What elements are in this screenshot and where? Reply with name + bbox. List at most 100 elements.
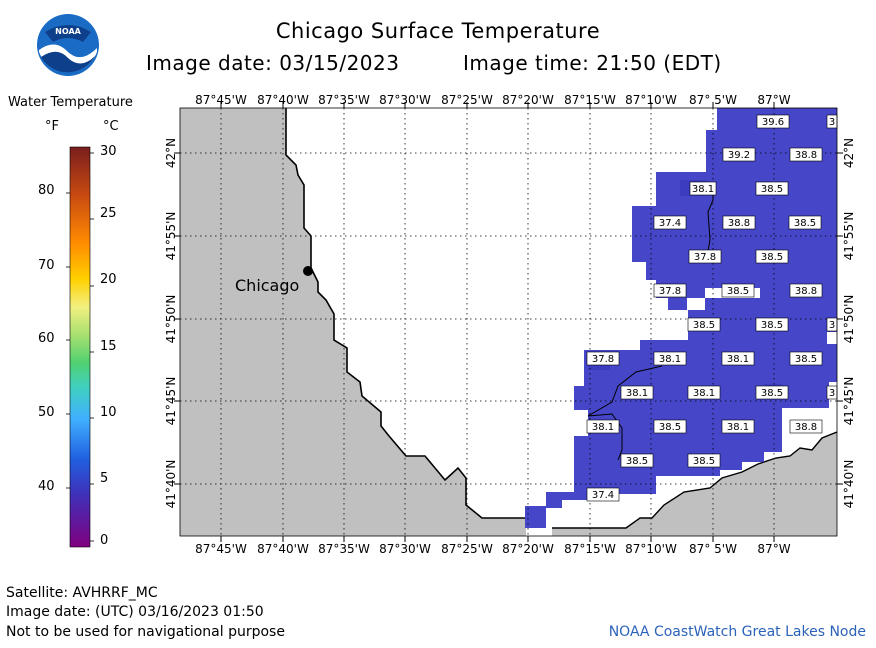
- map-label-text: 87° 5'W: [689, 542, 737, 556]
- map-label-text: 41°50'N: [164, 295, 178, 344]
- lat-labels-left: 42°N 41°55'N 41°50'N 41°45'N 41°40'N: [164, 138, 178, 509]
- temp-label: 38.5: [788, 215, 822, 230]
- map-label-text: 87°15'W: [564, 542, 616, 556]
- map-label-text: 87°45'W: [195, 93, 247, 107]
- chicago-marker: [303, 266, 313, 276]
- legend-c-5: 5: [100, 471, 109, 486]
- temp-label: 38.8: [789, 419, 823, 434]
- map-label-text: 41°40'N: [164, 460, 178, 509]
- map-label-text: 87°20'W: [502, 93, 554, 107]
- chicago-label: Chicago: [235, 276, 299, 295]
- map-label-text: 38.5: [761, 252, 783, 263]
- map-label-text: 3: [829, 388, 835, 399]
- map-label-text: 87°10'W: [625, 542, 677, 556]
- legend-f-50: 50: [38, 405, 55, 420]
- noaa-logo-text: NOAA: [55, 27, 81, 36]
- map-label-text: 38.1: [727, 422, 749, 433]
- map-label-text: 87°W: [757, 542, 790, 556]
- map-label-text: 87°40'W: [257, 93, 309, 107]
- map-label-text: 41°45'N: [164, 377, 178, 426]
- legend-f-60: 60: [38, 331, 55, 346]
- map-label-text: 42°N: [164, 138, 178, 168]
- lon-labels-bottom: 87°45'W 87°40'W 87°35'W 87°30'W 87°25'W …: [195, 542, 791, 556]
- map-label-text: 39.6: [762, 117, 784, 128]
- temp-label: 38.8: [722, 215, 756, 230]
- temp-label: 38.5: [687, 317, 721, 332]
- map-label-text: 87°20'W: [502, 542, 554, 556]
- legend-title: Water Temperature: [8, 95, 133, 110]
- lon-labels-top: 87°45'W 87°40'W 87°35'W 87°30'W 87°25'W …: [195, 93, 791, 107]
- map-label-text: 87°30'W: [379, 542, 431, 556]
- map-label-text: 38.1: [693, 388, 715, 399]
- temp-label: 39.6: [756, 114, 790, 129]
- map-label-text: 38.8: [728, 218, 750, 229]
- map-label-text: 38.8: [795, 422, 817, 433]
- legend-f-40: 40: [38, 479, 55, 494]
- temp-label: 38.5: [721, 283, 755, 298]
- map-label-text: 37.8: [592, 354, 614, 365]
- temp-label: 3: [826, 385, 838, 400]
- temp-region-north: [632, 108, 837, 310]
- legend-f-70: 70: [38, 258, 55, 273]
- map-label-text: 38.5: [693, 456, 715, 467]
- temp-label: 38.5: [653, 419, 687, 434]
- map-label-text: 87°15'W: [564, 93, 616, 107]
- map-label-text: 87°25'W: [441, 542, 493, 556]
- land-south-east: [552, 432, 837, 536]
- image-date: Image date: 03/15/2023: [146, 51, 400, 75]
- legend-c-25: 25: [100, 206, 117, 221]
- temp-label: 38.5: [755, 317, 789, 332]
- coastline-south: [552, 431, 838, 529]
- map-label-text: 38.1: [592, 422, 614, 433]
- map-label-text: 38.8: [795, 286, 817, 297]
- temp-label: 38.5: [789, 351, 823, 366]
- navigation-disclaimer: Not to be used for navigational purpose: [6, 624, 285, 640]
- temp-label: 38.5: [755, 385, 789, 400]
- map-label-text: 3: [829, 117, 835, 128]
- isotherm-mid: [587, 365, 663, 461]
- map-label-text: 87°25'W: [441, 93, 493, 107]
- map-label-text: 38.1: [659, 354, 681, 365]
- map-label-text: 37.8: [659, 286, 681, 297]
- image-time: Image time: 21:50 (EDT): [463, 51, 722, 75]
- utc-image-date: Image date: (UTC) 03/16/2023 01:50: [6, 604, 264, 620]
- map-label-text: 41°40'N: [842, 460, 856, 509]
- temp-label: 38.5: [755, 181, 789, 196]
- temp-label: 39.2: [722, 147, 756, 162]
- map-label-text: 38.1: [692, 184, 714, 195]
- map-label-text: 41°55'N: [842, 212, 856, 261]
- temp-label: 3: [826, 317, 838, 332]
- legend-c-10: 10: [100, 405, 117, 420]
- map-label-text: 38.5: [761, 184, 783, 195]
- temp-label: 38.1: [689, 181, 717, 196]
- map-label-text: 38.1: [626, 388, 648, 399]
- temp-label: 38.1: [620, 385, 654, 400]
- temp-label: 38.1: [653, 351, 687, 366]
- temp-label: 37.8: [586, 351, 620, 366]
- temperature-color-bar: [66, 146, 94, 548]
- map-label-text: 38.5: [761, 320, 783, 331]
- lat-labels-right: 42°N 41°55'N 41°50'N 41°45'N 41°40'N: [842, 138, 856, 509]
- temp-label: 38.1: [586, 419, 620, 434]
- temp-label: 38.1: [721, 351, 755, 366]
- temp-label: 38.5: [620, 453, 654, 468]
- map-label-text: 37.8: [694, 252, 716, 263]
- graticule: [180, 108, 837, 536]
- land-west: [180, 108, 526, 536]
- map-label-text: 87°W: [757, 93, 790, 107]
- map-label-text: 37.4: [659, 218, 681, 229]
- coastwatch-credit[interactable]: NOAA CoastWatch Great Lakes Node: [608, 624, 866, 640]
- temp-label: 38.5: [687, 453, 721, 468]
- map-label-text: 38.8: [795, 150, 817, 161]
- map-label-text: 87° 5'W: [689, 93, 737, 107]
- map-label-text: 38.5: [626, 456, 648, 467]
- map-label-text: 38.5: [727, 286, 749, 297]
- legend-f-80: 80: [38, 183, 55, 198]
- map-label-text: 38.5: [794, 218, 816, 229]
- map-label-text: 38.5: [693, 320, 715, 331]
- page-title: Chicago Surface Temperature: [275, 19, 601, 43]
- noaa-logo: NOAA: [37, 14, 99, 76]
- coastline-west: [285, 108, 526, 519]
- temp-label: 37.4: [653, 215, 687, 230]
